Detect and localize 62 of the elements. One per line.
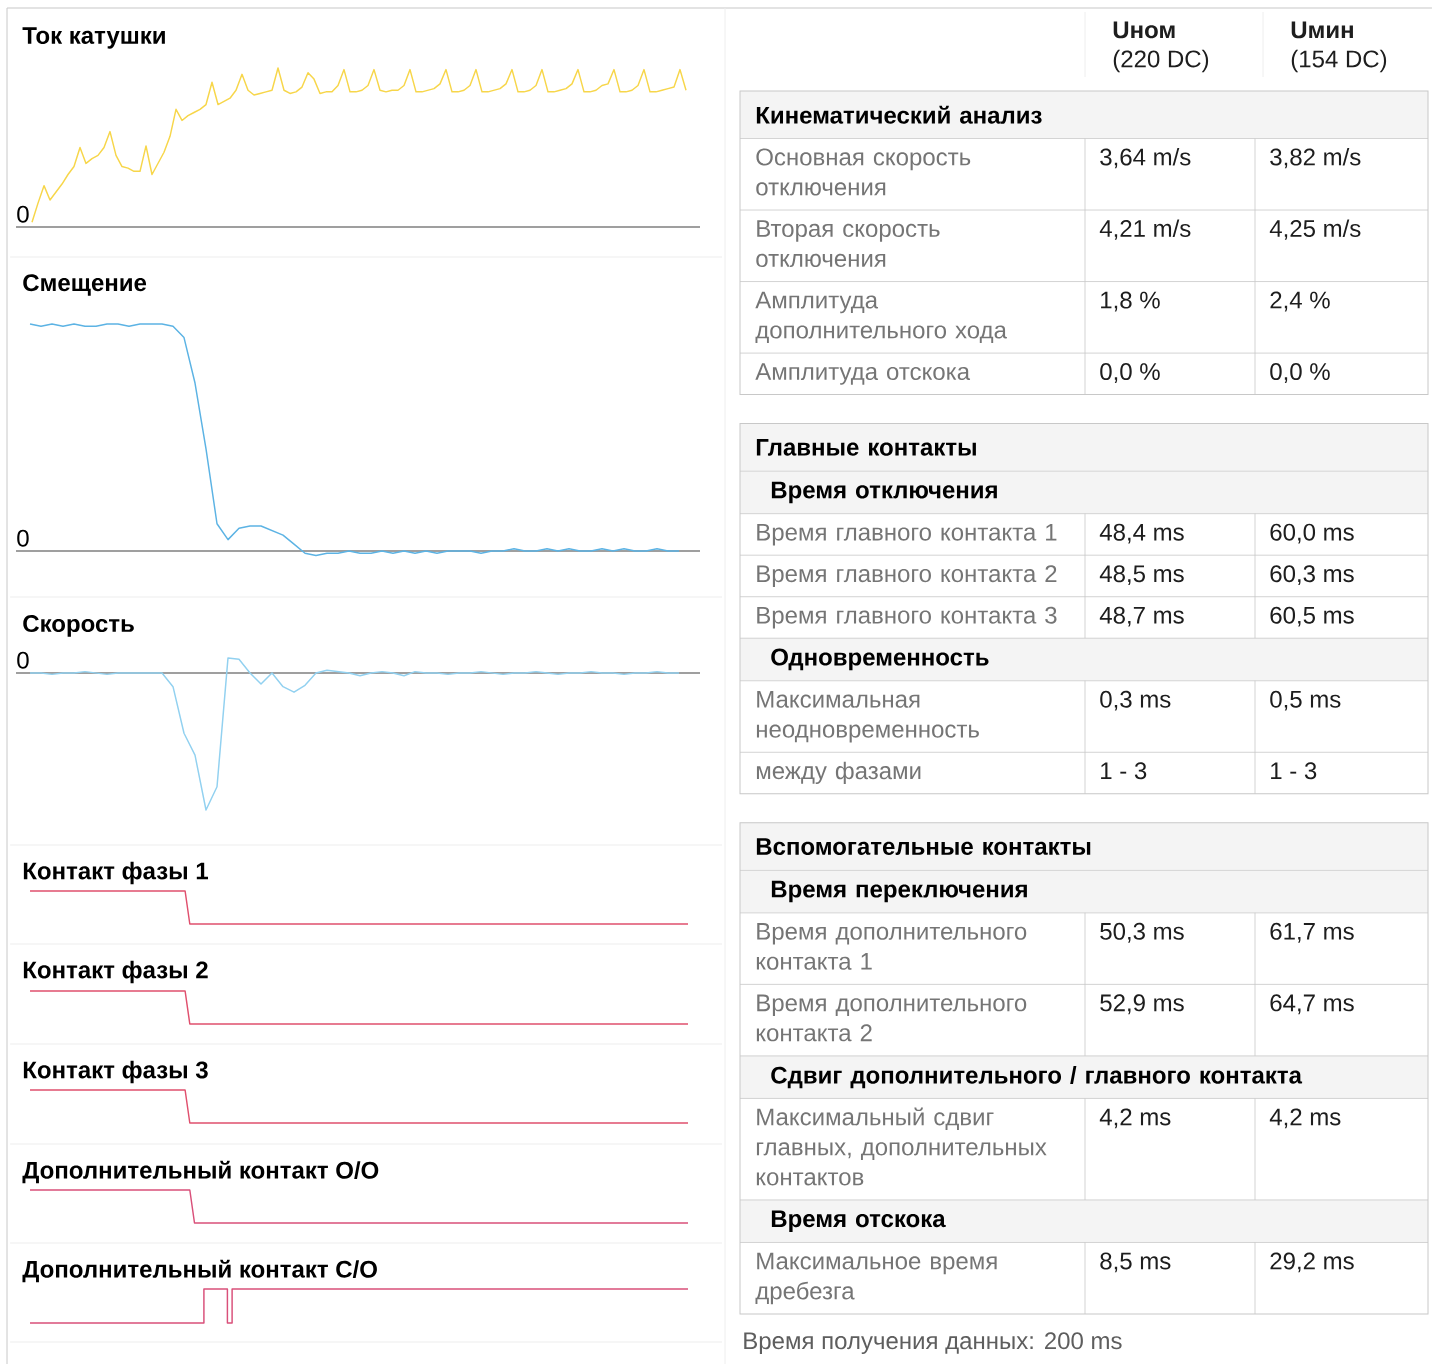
text: Время главного контакта 3 (757, 606, 1057, 629)
text: Амплитуда дополнительного хода (755, 291, 1007, 344)
text: 48,5 ms (1099, 565, 1184, 586)
chart-title: Смещение (23, 274, 147, 296)
text: 3,64 m/s (1100, 147, 1191, 169)
text: между фазами (756, 761, 921, 785)
text: Время переключения (771, 880, 1027, 903)
text: 0,3 ms (1100, 690, 1171, 711)
text: Время дополнительного контакта 1 (756, 923, 1027, 970)
text: 1,8 % (1101, 291, 1160, 312)
text: (154 DC) (1291, 49, 1387, 73)
text: 4,2 ms (1269, 1108, 1341, 1129)
text: Кинематический анализ (756, 105, 1042, 124)
text: Время получения данных: 200 ms (744, 1332, 1122, 1355)
text: Вторая скорость отключения (756, 220, 940, 268)
text: 61,7 ms (1270, 922, 1354, 943)
text: 29,2 ms (1270, 1252, 1354, 1273)
chart-title: Контакт фазы 3 (23, 1060, 208, 1084)
text: Одновременность (771, 648, 989, 671)
text: 8,5 ms (1100, 1252, 1171, 1273)
text: 60,5 ms (1270, 606, 1354, 627)
text: 3,82 m/s (1270, 147, 1361, 169)
text: Максимальный сдвиг главных, дополнительных контактов (756, 1107, 1047, 1186)
text: Максимальное время дребезга (755, 1252, 997, 1305)
annotation: 0 (17, 651, 29, 669)
text: 1 - 3 (1271, 762, 1317, 780)
text: 60,3 ms (1270, 565, 1354, 586)
text: Uном (1113, 21, 1175, 39)
text: 50,3 ms (1100, 922, 1184, 943)
text: Основная скорость отключения (756, 148, 971, 196)
text: Время дополнительного контакта 2 (756, 994, 1027, 1042)
text: 0,0 % (1100, 363, 1160, 383)
text: 1 - 3 (1101, 762, 1147, 780)
text: Время отключения (771, 481, 997, 504)
text: 48,7 ms (1099, 606, 1184, 627)
chart-title: Контакт фазы 2 (23, 960, 208, 984)
text: Вспомогательные контакты (756, 838, 1091, 855)
chart-title: Контакт фазы 1 (23, 861, 209, 885)
text: 0,0 % (1270, 363, 1330, 383)
text: Сдвиг дополнительного / главного контакта (771, 1066, 1303, 1089)
text: 64,7 ms (1270, 994, 1354, 1015)
text: Время отскока (771, 1210, 946, 1232)
text: Амплитуда отскока (755, 363, 971, 385)
text: 4,25 m/s (1269, 219, 1361, 240)
text: Uмин (1291, 21, 1353, 39)
text: Время главного контакта 1 (757, 523, 1057, 546)
text: 4,2 ms (1099, 1108, 1171, 1129)
text: 0,5 ms (1270, 690, 1341, 711)
text: Время главного контакта 2 (757, 565, 1057, 587)
chart-title: Дополнительный контакт O/O (22, 1160, 379, 1184)
annotation: 0 (17, 529, 29, 547)
chart-title: Дополнительный контакт C/O (22, 1259, 377, 1283)
text: (220 DC) (1113, 49, 1209, 73)
text: 48,4 ms (1099, 523, 1184, 544)
text: 2,4 % (1270, 291, 1330, 312)
text: 0 (17, 205, 29, 223)
chart-title: Скорость (23, 615, 134, 637)
text: Главные контакты (756, 438, 976, 456)
text: 60,0 ms (1270, 523, 1354, 544)
text: 52,9 ms (1100, 994, 1184, 1015)
text: 4,21 m/s (1099, 219, 1191, 240)
chart-title: Ток катушки (22, 27, 165, 49)
